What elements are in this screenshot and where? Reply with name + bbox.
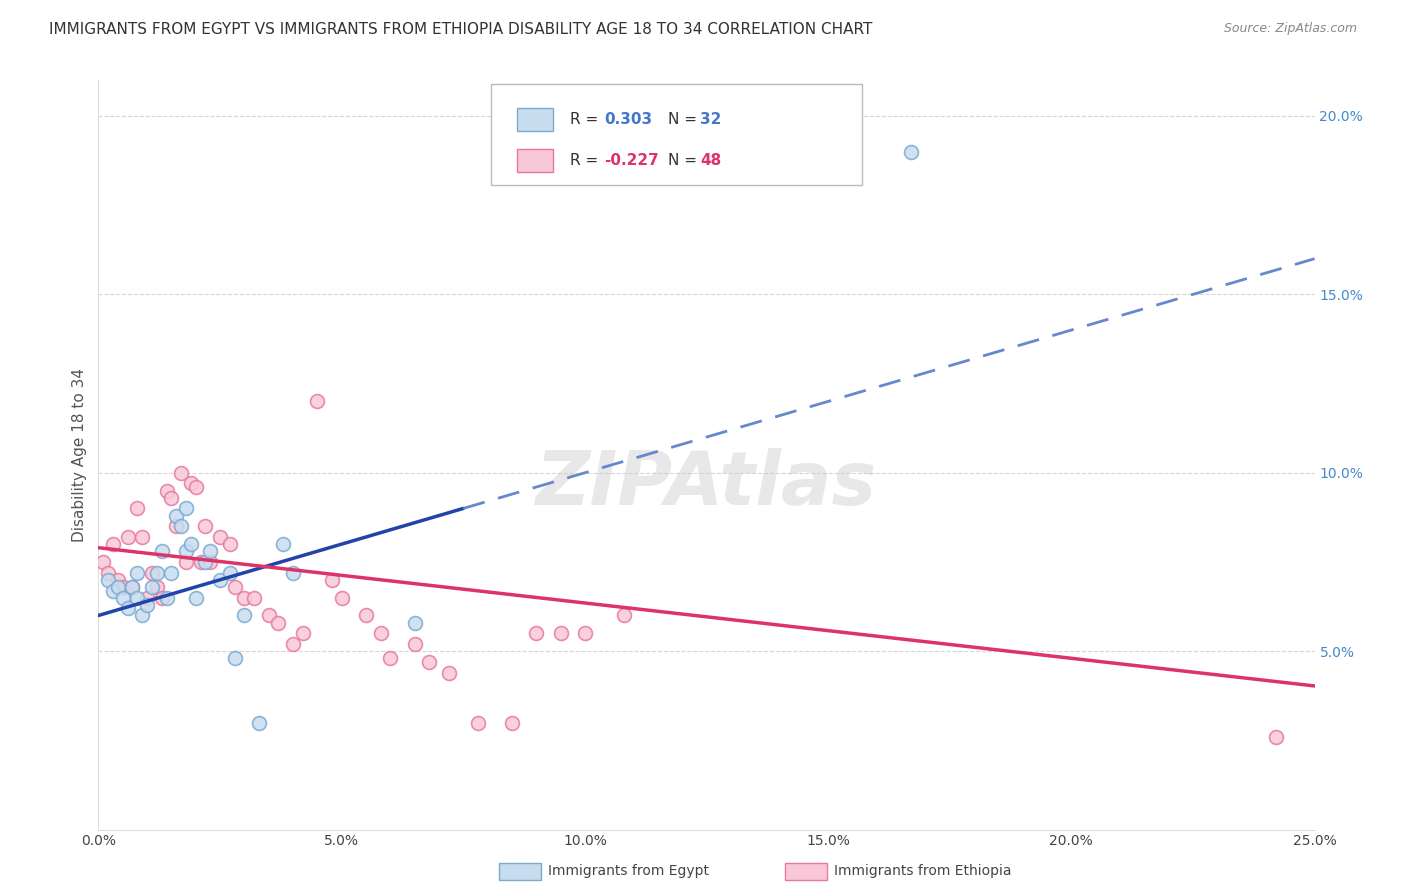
Point <box>174 544 197 558</box>
Point <box>111 580 134 594</box>
Text: Immigrants from Ethiopia: Immigrants from Ethiopia <box>834 864 1011 879</box>
Point <box>146 580 169 594</box>
Point <box>200 544 222 558</box>
Point <box>146 566 169 580</box>
Point <box>550 626 572 640</box>
Point <box>184 480 207 494</box>
Point <box>174 555 197 569</box>
Point <box>194 555 217 569</box>
Point <box>267 615 290 630</box>
Point <box>97 566 120 580</box>
Point <box>233 591 256 605</box>
Point <box>574 626 596 640</box>
Point <box>247 715 270 730</box>
Point <box>233 608 256 623</box>
Point <box>257 608 280 623</box>
Point <box>127 566 149 580</box>
Point <box>501 715 523 730</box>
Point <box>117 530 139 544</box>
Text: R =: R = <box>571 153 603 169</box>
Point <box>165 519 187 533</box>
Point <box>136 598 159 612</box>
Point <box>111 591 134 605</box>
Point <box>180 476 202 491</box>
Point <box>150 591 173 605</box>
Point <box>404 615 426 630</box>
Point <box>291 626 314 640</box>
Point <box>380 651 402 665</box>
Point <box>121 580 143 594</box>
Point <box>321 573 343 587</box>
Point <box>437 665 460 680</box>
Point <box>127 591 149 605</box>
Point <box>404 637 426 651</box>
Text: ZIPAtlas: ZIPAtlas <box>536 449 877 522</box>
Text: 32: 32 <box>700 112 721 128</box>
Point <box>354 608 377 623</box>
Point <box>281 566 304 580</box>
Point <box>209 573 232 587</box>
Point <box>107 580 129 594</box>
Point <box>194 519 217 533</box>
Point <box>180 537 202 551</box>
Point <box>224 651 246 665</box>
Text: 0.303: 0.303 <box>605 112 652 128</box>
Point <box>218 566 240 580</box>
Point <box>141 566 163 580</box>
Point <box>307 394 329 409</box>
Point <box>243 591 266 605</box>
Point <box>330 591 353 605</box>
Point <box>184 591 207 605</box>
Point <box>155 483 177 498</box>
Point <box>900 145 922 159</box>
Point <box>418 655 440 669</box>
Point <box>121 580 143 594</box>
Text: N =: N = <box>668 112 702 128</box>
Point <box>467 715 489 730</box>
Point <box>131 608 153 623</box>
Point <box>131 530 153 544</box>
Point <box>91 555 114 569</box>
Point <box>170 466 193 480</box>
Point <box>150 544 173 558</box>
Text: IMMIGRANTS FROM EGYPT VS IMMIGRANTS FROM ETHIOPIA DISABILITY AGE 18 TO 34 CORREL: IMMIGRANTS FROM EGYPT VS IMMIGRANTS FROM… <box>49 22 873 37</box>
Point <box>613 608 636 623</box>
Point <box>200 555 222 569</box>
Point <box>370 626 392 640</box>
Point <box>117 601 139 615</box>
Text: 48: 48 <box>700 153 721 169</box>
Point <box>127 501 149 516</box>
Point <box>101 537 124 551</box>
Point <box>155 591 177 605</box>
Point <box>218 537 240 551</box>
Point <box>101 583 124 598</box>
Point <box>136 591 159 605</box>
Text: Immigrants from Egypt: Immigrants from Egypt <box>548 864 710 879</box>
Point <box>107 573 129 587</box>
Point <box>97 573 120 587</box>
Point <box>224 580 246 594</box>
FancyBboxPatch shape <box>517 150 554 172</box>
Point <box>165 508 187 523</box>
Text: -0.227: -0.227 <box>605 153 659 169</box>
Point <box>1264 730 1286 744</box>
Y-axis label: Disability Age 18 to 34: Disability Age 18 to 34 <box>72 368 87 542</box>
Text: N =: N = <box>668 153 702 169</box>
Point <box>209 530 232 544</box>
Point <box>281 637 304 651</box>
FancyBboxPatch shape <box>491 84 862 186</box>
Point <box>271 537 294 551</box>
Point <box>524 626 547 640</box>
Point <box>174 501 197 516</box>
Point <box>141 580 163 594</box>
Point <box>160 566 183 580</box>
Point <box>190 555 212 569</box>
Point <box>170 519 193 533</box>
Point <box>160 491 183 505</box>
Text: Source: ZipAtlas.com: Source: ZipAtlas.com <box>1223 22 1357 36</box>
FancyBboxPatch shape <box>517 108 554 131</box>
Text: R =: R = <box>571 112 603 128</box>
